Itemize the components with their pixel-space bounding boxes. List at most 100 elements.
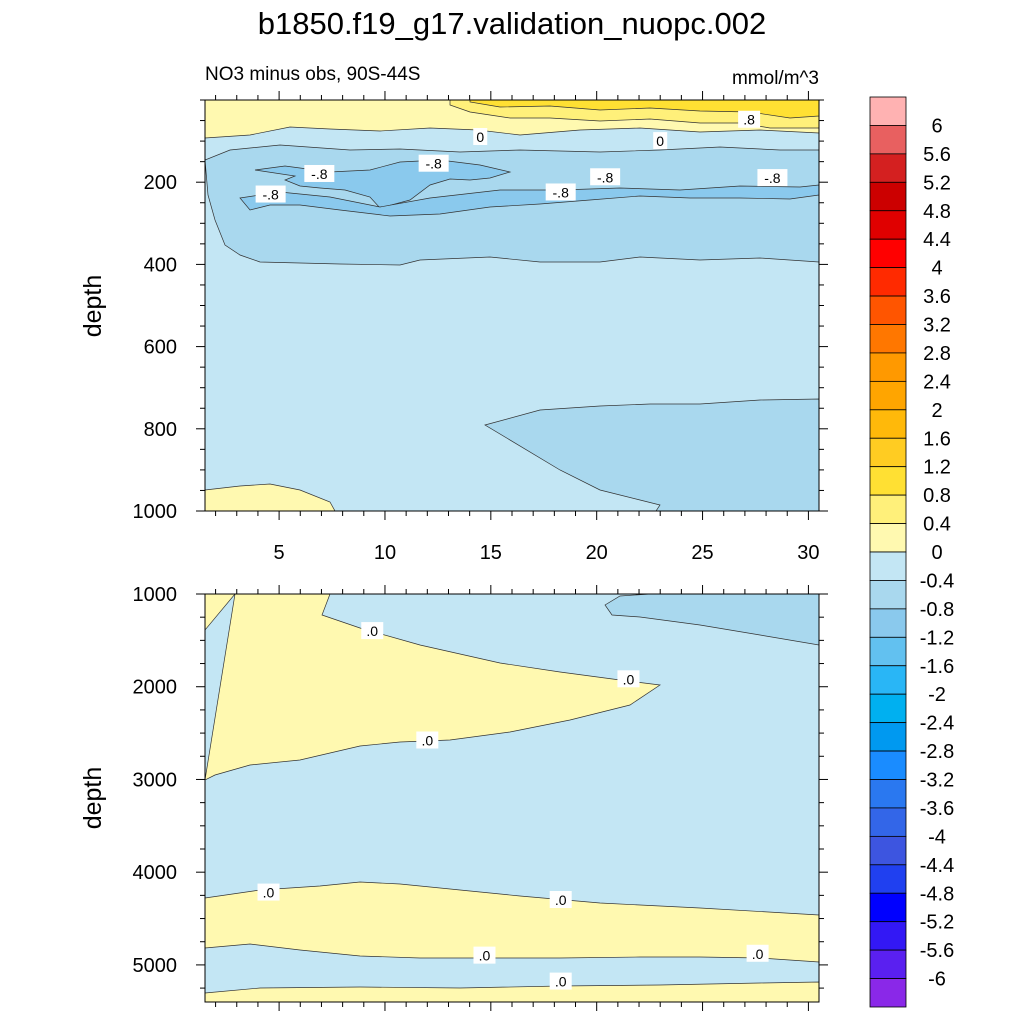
contour-label: -.8 [764,170,781,186]
negative-upper-right [604,594,819,646]
positive-0.8-region [469,100,819,119]
contour-label: .0 [421,733,433,749]
colorbar-level-label: 1.2 [923,457,951,479]
colorbar-level-label: 5.6 [923,144,951,166]
contour-label-box [418,154,449,172]
positive-bottom-strip [205,981,819,1002]
contour-label: -.8 [553,184,570,200]
upper-y-axis: 200 400 600 800 1000 [133,99,828,523]
positive-bottom-left [205,483,336,511]
lower-x-axis [215,585,809,1011]
contour-label-box [738,110,761,128]
upper-x-tick-label: 30 [797,542,819,564]
units-label: mmol/m^3 [731,68,819,89]
colorbar-swatch [869,125,907,155]
contour-label: -.8 [311,166,328,182]
contour-label: -.8 [262,187,279,203]
colorbar-swatch [869,409,907,439]
colorbar-level-label: -2.8 [920,741,954,763]
colorbar-swatch [869,267,907,297]
colorbar-level-label: -0.8 [920,599,954,621]
contour-label-box [617,670,640,688]
colorbar-swatch [869,949,907,979]
contour-label-box [653,132,668,150]
colorbar-level-label: 3.2 [923,315,951,337]
lower-contour-labels: .0 .0 .0 .0 .0 .0 .0 .0 [257,622,769,990]
colorbar-swatch [869,523,907,553]
colorbar-level-label: -4.8 [920,883,954,905]
chart-subtitle: NO3 minus obs, 90S-44S [205,64,421,85]
contour-label: -.8 [597,169,614,185]
colorbar-swatch [869,238,907,269]
colorbar-swatch [869,96,907,126]
colorbar-swatch [869,864,907,894]
upper-x-tick-label: 5 [274,542,285,564]
upper-x-tick-label: 10 [374,542,396,564]
colorbar-swatch [869,380,907,411]
colorbar-swatch [869,324,907,354]
negative-0.8-strip [239,184,819,217]
colorbar-level-label: -1.2 [920,627,954,649]
colorbar-swatch [869,722,907,752]
upper-y-tick-label: 200 [144,172,177,194]
colorbar-level-label: 4.4 [923,229,951,251]
colorbar-swatch [869,466,907,496]
contour-label-box [545,183,576,201]
colorbar-level-label: -6 [928,969,946,991]
colorbar-swatch [869,153,907,183]
lower-y-axis-label: depth [79,767,107,830]
contour-label-box [473,946,496,964]
colorbar-level-label: 0.4 [923,514,951,536]
lower-y-tick-label: 2000 [133,677,178,699]
contour-label-box [590,168,621,186]
colorbar-level-label: -0.4 [920,570,954,592]
colorbar-level-label: 6 [931,115,942,137]
colorbar-swatch [869,608,907,638]
upper-y-tick-label: 400 [144,254,177,276]
lower-y-tick-label: 5000 [133,955,178,977]
colorbar-level-label: 4.8 [923,201,951,223]
colorbar-swatch [869,693,907,724]
colorbar-swatch [869,750,907,780]
contour-label: .0 [263,885,275,901]
colorbar-level-label: -4.4 [920,855,954,877]
contour-label-box [361,622,384,640]
colorbar-swatch [869,978,907,1008]
colorbar-swatch [869,892,907,923]
contour-label: .0 [555,974,567,990]
colorbar-swatch [869,921,907,951]
colorbar-swatch [869,835,907,866]
colorbar-level-label: -4 [928,826,946,848]
colorbar: 6 5.6 5.2 4.8 4.4 4 3.6 3.2 2.8 2.4 2 1.6 1.2 0.8 0.4 0… [869,96,954,1008]
contour-label-box [549,972,572,990]
upper-y-axis-label: depth [79,275,107,338]
upper-x-tick-label: 25 [691,542,713,564]
colorbar-level-label: 2 [931,400,942,422]
colorbar-level-label: -3.2 [920,770,954,792]
colorbar-level-label: 2.4 [923,371,951,393]
colorbar-level-label: 1.6 [923,428,951,450]
contour-label-box [416,731,439,749]
upper-contour-labels: .8 0 0 -.8 -.8 -.8 -.8 -.8 -.8 [255,110,788,203]
colorbar-swatch [869,636,907,667]
colorbar-level-label: -2 [928,684,946,706]
contour-label-box [746,944,769,962]
colorbar-level-label: -5.2 [920,912,954,934]
upper-panel: 5 10 15 20 25 30 200 400 600 800 1000 .8 0 0 -.8 -.8 -… [79,91,828,564]
contour-label-box [549,891,572,908]
colorbar-swatch [869,580,907,610]
lower-y-tick-label: 4000 [133,862,178,884]
contour-label-box [473,127,488,145]
colorbar-level-label: -2.4 [920,713,954,735]
colorbar-swatch [869,551,907,581]
contour-label: .0 [752,946,764,962]
colorbar-swatch [869,295,907,325]
lower-y-axis: 1000 2000 3000 4000 5000 [133,584,828,989]
lower-y-tick-label: 1000 [133,584,178,606]
chart-title: b1850.f19_g17.validation_nuopc.002 [257,6,767,41]
colorbar-level-label: 0 [931,542,942,564]
colorbar-level-label: 5.2 [923,172,951,194]
colorbar-swatch [869,181,907,212]
contour-label: -.8 [425,156,442,172]
